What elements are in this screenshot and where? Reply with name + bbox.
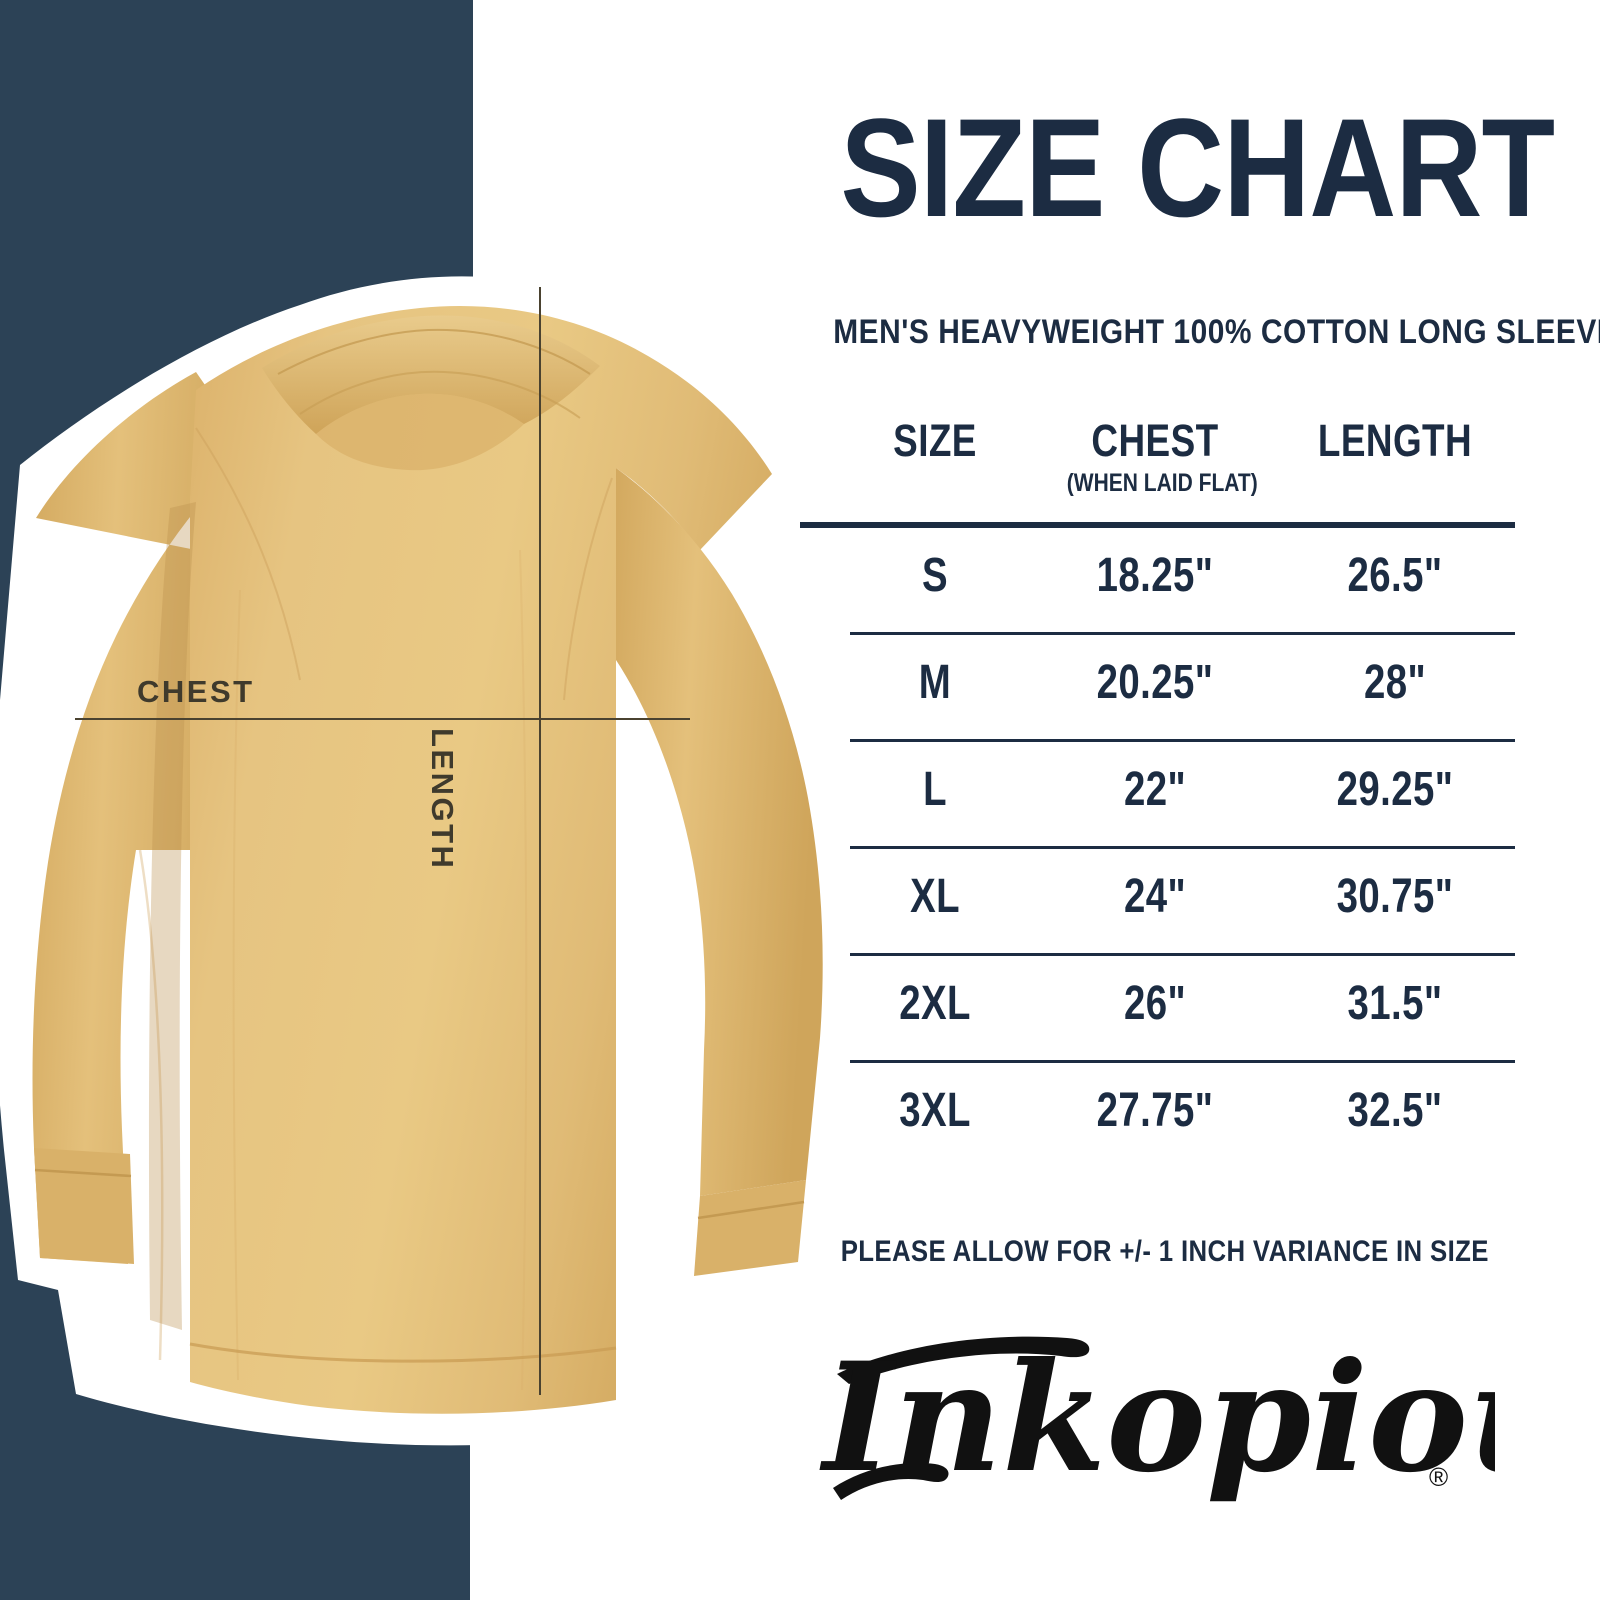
cell-size: XL	[910, 870, 960, 923]
table-row-rule	[850, 739, 1515, 742]
svg-text:Inkopious: Inkopious	[819, 1330, 1495, 1506]
column-header-length: LENGTH	[1317, 415, 1473, 466]
cell-chest: 24"	[1123, 870, 1187, 923]
table-row: M 20.25" 28"	[800, 635, 1525, 739]
table-header-row: SIZE CHEST LENGTH (WHEN LAID FLAT)	[800, 415, 1525, 522]
page-subtitle: MEN'S HEAVYWEIGHT 100% COTTON LONG SLEEV…	[833, 313, 1600, 351]
cell-size: 3XL	[899, 1084, 971, 1137]
page-title: SIZE CHART	[840, 89, 1555, 246]
cell-size: L	[923, 763, 947, 816]
registered-trademark-mark: ®	[1429, 1462, 1448, 1492]
cell-length: 31.5"	[1347, 977, 1443, 1030]
column-header-chest: CHEST	[1091, 415, 1219, 466]
table-row-rule	[850, 632, 1515, 635]
navy-panel-shoulder-extension	[443, 0, 473, 288]
cell-length: 30.75"	[1336, 870, 1454, 923]
table-row: S 18.25" 26.5"	[800, 528, 1525, 632]
column-header-size: SIZE	[893, 415, 977, 466]
cell-chest: 20.25"	[1096, 656, 1214, 709]
shirt-illustration: CHEST LENGTH	[0, 250, 860, 1450]
brand-logo: Inkopious ®	[815, 1310, 1495, 1530]
cell-length: 29.25"	[1336, 763, 1454, 816]
cell-chest: 26"	[1123, 977, 1187, 1030]
size-table: SIZE CHEST LENGTH (WHEN LAID FLAT) S 18.…	[800, 415, 1525, 1167]
cell-length: 26.5"	[1347, 549, 1443, 602]
chart-content-column: SIZE CHART MEN'S HEAVYWEIGHT 100% COTTON…	[790, 0, 1600, 1600]
table-row-rule	[850, 846, 1515, 849]
cell-length: 32.5"	[1347, 1084, 1443, 1137]
table-row: 2XL 26" 31.5"	[800, 956, 1525, 1060]
table-row: XL 24" 30.75"	[800, 849, 1525, 953]
variance-note: PLEASE ALLOW FOR +/- 1 INCH VARIANCE IN …	[840, 1235, 1489, 1268]
cell-size: S	[921, 549, 948, 602]
cell-size: M	[918, 656, 952, 709]
cell-chest: 22"	[1123, 763, 1187, 816]
column-header-chest-subnote: (WHEN LAID FLAT)	[1066, 469, 1258, 497]
cell-size: 2XL	[899, 977, 971, 1030]
table-row-rule	[850, 953, 1515, 956]
table-row: L 22" 29.25"	[800, 742, 1525, 846]
table-row-rule	[850, 1060, 1515, 1063]
cell-length: 28"	[1363, 656, 1427, 709]
cell-chest: 27.75"	[1096, 1084, 1214, 1137]
table-header-rule	[800, 522, 1515, 528]
cell-chest: 18.25"	[1096, 549, 1214, 602]
table-row: 3XL 27.75" 32.5"	[800, 1063, 1525, 1167]
